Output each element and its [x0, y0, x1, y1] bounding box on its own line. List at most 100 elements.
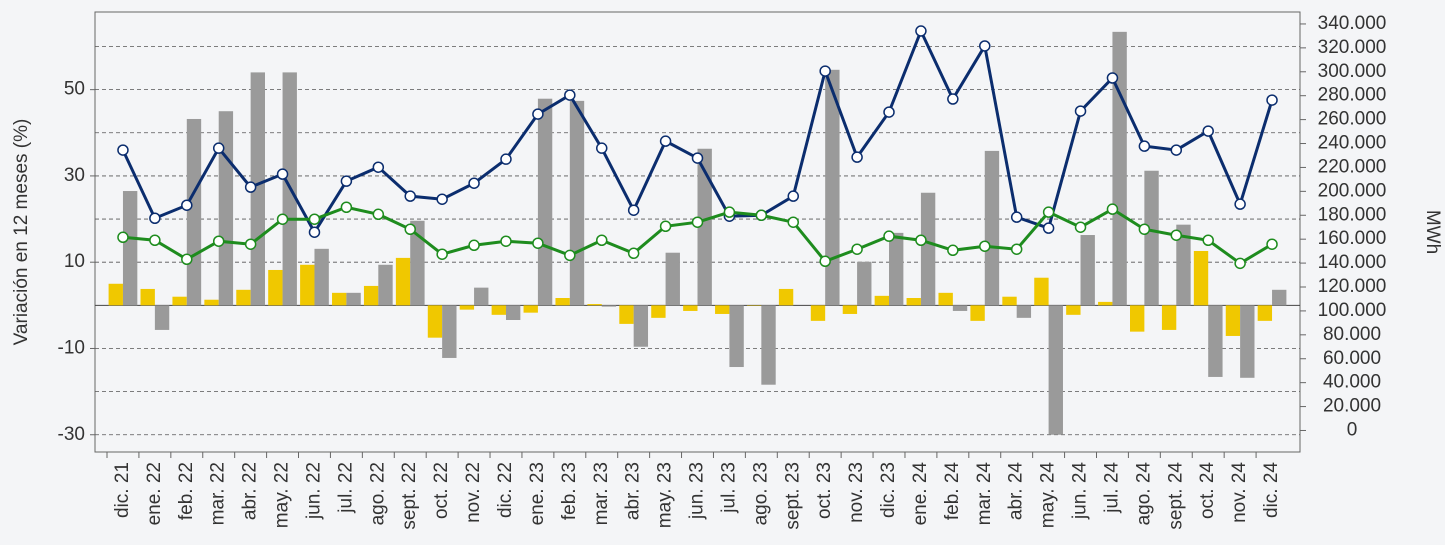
y2-tick-label: 140.000: [1318, 252, 1387, 273]
bar: [857, 261, 872, 306]
x-tick-label: jul. 23: [718, 462, 739, 514]
point: [340, 175, 353, 187]
bar: [395, 257, 411, 306]
bar: [491, 305, 506, 315]
bar: [1066, 305, 1081, 315]
y2-tick-label: 320.000: [1318, 37, 1387, 58]
point: [436, 193, 448, 205]
point: [659, 220, 672, 233]
x-tick-label: may. 23: [655, 462, 676, 528]
point: [404, 190, 416, 202]
bar: [537, 98, 553, 306]
bar: [587, 304, 602, 306]
bar: [1176, 224, 1191, 306]
x-tick-label: abr. 23: [623, 462, 644, 520]
point: [947, 244, 959, 257]
bar: [1002, 296, 1017, 306]
x-tick-label: mar. 24: [974, 462, 995, 526]
point: [1170, 229, 1183, 241]
bar: [122, 191, 138, 306]
bar: [186, 118, 202, 306]
bar: [984, 150, 1000, 306]
bar: [474, 287, 489, 306]
point: [340, 201, 353, 213]
point: [915, 234, 927, 246]
bar: [810, 305, 826, 321]
point: [1106, 203, 1119, 215]
point: [1266, 238, 1278, 250]
point: [436, 248, 448, 260]
point: [181, 199, 193, 211]
bar: [1208, 305, 1223, 377]
point: [372, 208, 385, 221]
point: [947, 93, 959, 105]
bar: [1016, 305, 1032, 318]
bar: [1257, 305, 1273, 321]
y2-tick-label: 120.000: [1318, 276, 1387, 297]
point: [149, 234, 161, 246]
point: [468, 239, 480, 252]
point: [276, 213, 289, 225]
bar: [938, 292, 953, 306]
bar: [1272, 289, 1287, 306]
bar: [665, 252, 680, 306]
x-tick-label: mar. 23: [591, 462, 612, 525]
point: [532, 108, 544, 120]
bar: [442, 305, 457, 358]
y2-tick-label: 160.000: [1318, 228, 1387, 249]
point: [755, 209, 768, 222]
y2-tick-label: 20.000: [1323, 396, 1381, 417]
x-tick-label: feb. 24: [942, 462, 963, 521]
bar: [697, 148, 712, 306]
x-tick-label: jun. 24: [1070, 462, 1091, 520]
point: [1042, 206, 1055, 218]
x-tick-label: nov. 22: [463, 462, 484, 523]
bar: [427, 305, 443, 338]
bar: [523, 305, 538, 313]
bar: [906, 298, 921, 306]
y-tick-label: 50: [64, 79, 85, 100]
point: [244, 181, 257, 193]
bar: [108, 283, 123, 306]
y2-tick-label: 100.000: [1318, 300, 1387, 321]
bar: [1098, 301, 1113, 306]
bar: [204, 299, 219, 306]
point: [532, 237, 544, 249]
point: [851, 243, 863, 255]
point: [1138, 223, 1151, 235]
point: [1266, 94, 1278, 106]
point: [1138, 140, 1151, 152]
x-tick-label: ago. 23: [750, 462, 771, 525]
bar: [300, 264, 315, 306]
point: [1074, 105, 1087, 117]
bar: [1225, 305, 1241, 336]
bar: [555, 298, 570, 306]
bar: [1144, 170, 1159, 306]
x-tick-label: jul. 24: [1101, 462, 1122, 514]
y-tick-label: -30: [58, 424, 85, 445]
point: [627, 204, 640, 216]
bar: [1193, 250, 1209, 306]
y2-tick-label: 260.000: [1318, 109, 1387, 130]
bar: [778, 288, 794, 306]
x-tick-label: ago. 22: [367, 462, 388, 525]
y2-tick-label: 0: [1347, 419, 1358, 440]
point: [883, 230, 895, 242]
point: [627, 247, 640, 260]
bar: [218, 111, 234, 306]
y2-tick-label: 180.000: [1318, 204, 1387, 225]
y2-axis-label: MWh: [1422, 210, 1443, 254]
bar: [715, 305, 730, 314]
x-tick-label: may. 22: [272, 462, 293, 528]
y2-tick-label: 80.000: [1323, 324, 1381, 345]
bar: [761, 305, 776, 385]
point: [181, 253, 193, 266]
bar: [378, 264, 393, 306]
bar: [1161, 305, 1177, 330]
point: [404, 223, 416, 235]
bar: [154, 305, 170, 330]
bar: [633, 305, 649, 347]
point: [883, 106, 895, 118]
y2-tick-label: 200.000: [1318, 180, 1387, 201]
